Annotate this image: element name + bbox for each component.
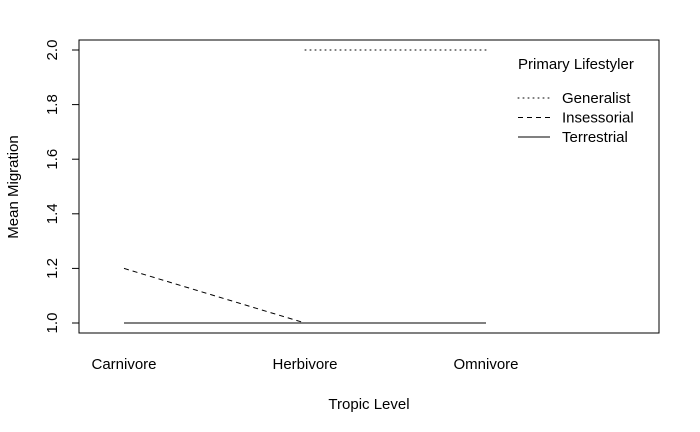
y-tick-label: 2.0 <box>44 40 61 61</box>
x-tick-label: Carnivore <box>91 356 156 373</box>
y-tick-label: 1.6 <box>44 149 61 170</box>
series-line-insessorial <box>123 267 306 324</box>
x-axis: Carnivore Herbivore Omnivore <box>91 356 518 373</box>
y-tick-label: 1.2 <box>44 258 61 279</box>
y-tick-label: 1.4 <box>44 203 61 224</box>
y-axis: 1.0 1.2 1.4 1.6 1.8 2.0 <box>44 40 79 334</box>
legend-label-insessorial: Insessorial <box>562 110 634 127</box>
series-lines <box>123 49 487 324</box>
y-tick-label: 1.8 <box>44 94 61 115</box>
x-tick-label: Herbivore <box>272 356 337 373</box>
x-tick-label: Omnivore <box>453 356 518 373</box>
y-tick-label: 1.0 <box>44 313 61 334</box>
legend-label-terrestrial: Terrestrial <box>562 129 628 146</box>
legend-label-generalist: Generalist <box>562 90 631 107</box>
y-axis-label: Mean Migration <box>5 135 22 238</box>
x-axis-label: Tropic Level <box>328 396 409 413</box>
legend-title: Primary Lifestyler <box>518 56 634 73</box>
plot-frame <box>78 39 660 334</box>
legend: Primary Lifestyler Generalist Insessorial… <box>517 56 634 146</box>
